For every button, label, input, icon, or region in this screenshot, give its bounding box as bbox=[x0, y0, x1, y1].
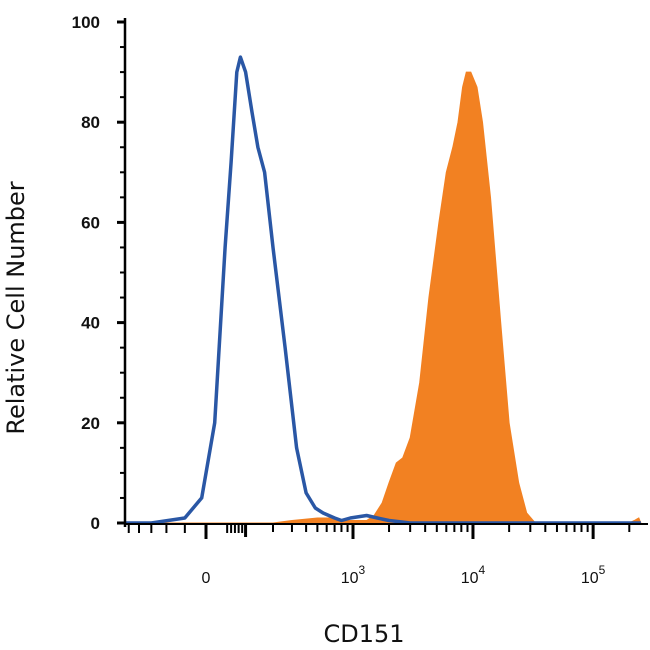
y-tick-label: 80 bbox=[81, 113, 100, 132]
x-tick-label: 103 bbox=[341, 563, 366, 587]
x-tick-exponent: 4 bbox=[479, 563, 486, 577]
y-tick-label: 100 bbox=[72, 13, 100, 32]
x-tick-exponent: 3 bbox=[359, 563, 366, 577]
series-layer bbox=[125, 55, 642, 525]
x-tick-exponent: 5 bbox=[599, 563, 606, 577]
y-tick-label: 40 bbox=[81, 314, 100, 333]
x-tick-label: 0 bbox=[202, 570, 211, 587]
y-tick-label: 60 bbox=[81, 213, 100, 232]
x-tick-label: 105 bbox=[581, 563, 606, 587]
x-tick-label: 104 bbox=[461, 563, 486, 587]
x-axis-title: CD151 bbox=[323, 620, 404, 648]
x-tick-base: 10 bbox=[461, 570, 479, 587]
x-tick-base: 10 bbox=[341, 570, 359, 587]
x-tick-base: 10 bbox=[581, 570, 599, 587]
series-fill-0 bbox=[125, 71, 642, 524]
y-tick-label: 20 bbox=[81, 414, 100, 433]
series-outline-1 bbox=[125, 55, 641, 525]
y-tick-label: 0 bbox=[91, 514, 100, 533]
y-axis-title: Relative Cell Number bbox=[2, 181, 30, 434]
